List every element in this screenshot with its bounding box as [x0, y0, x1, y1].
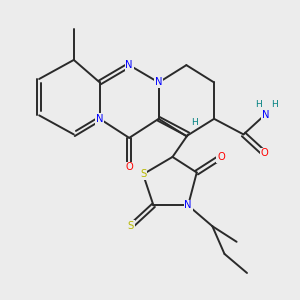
Text: N: N	[262, 110, 270, 120]
Text: H: H	[255, 100, 262, 109]
Text: S: S	[128, 221, 134, 231]
Text: O: O	[125, 162, 133, 172]
Text: H: H	[191, 118, 198, 127]
Text: N: N	[155, 77, 162, 88]
Text: S: S	[140, 169, 146, 179]
Text: O: O	[217, 152, 225, 162]
Text: O: O	[260, 148, 268, 158]
Text: H: H	[271, 100, 278, 109]
Text: N: N	[184, 200, 192, 210]
Text: N: N	[125, 60, 133, 70]
Text: N: N	[96, 114, 103, 124]
